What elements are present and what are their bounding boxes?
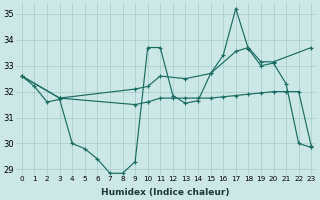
X-axis label: Humidex (Indice chaleur): Humidex (Indice chaleur): [101, 188, 229, 197]
